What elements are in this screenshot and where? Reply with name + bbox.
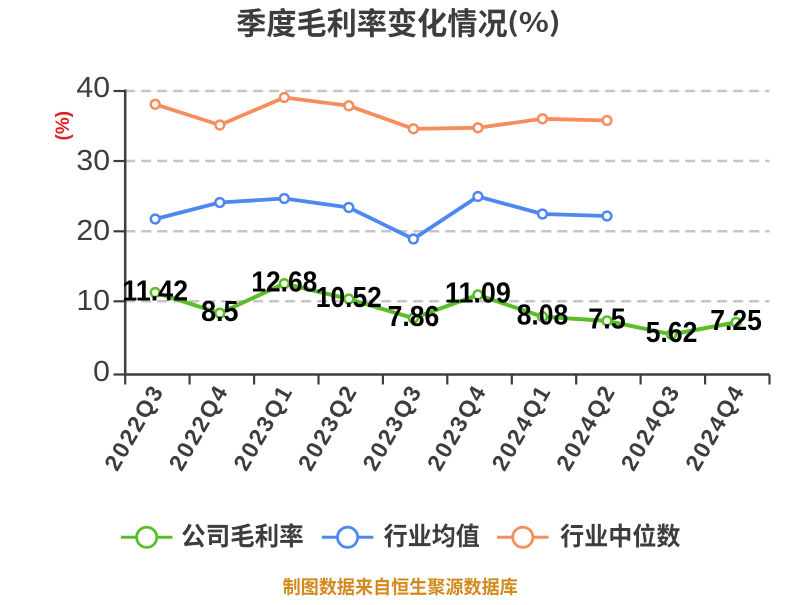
- svg-text:11.42: 11.42: [122, 275, 188, 307]
- svg-text:7.86: 7.86: [388, 301, 440, 333]
- svg-text:8.08: 8.08: [517, 300, 569, 332]
- svg-text:10.52: 10.52: [316, 282, 382, 314]
- svg-text:(%): (%): [53, 111, 74, 141]
- svg-text:30: 30: [76, 145, 110, 177]
- svg-text:40: 40: [76, 72, 110, 104]
- svg-text:0: 0: [93, 356, 110, 388]
- svg-text:11.09: 11.09: [445, 278, 511, 310]
- svg-text:12.68: 12.68: [251, 266, 317, 298]
- svg-text:5.62: 5.62: [646, 317, 698, 349]
- svg-text:10: 10: [76, 285, 110, 317]
- svg-text:7.5: 7.5: [588, 304, 625, 336]
- svg-text:8.5: 8.5: [201, 296, 238, 328]
- svg-text:20: 20: [76, 215, 110, 247]
- svg-text:7.25: 7.25: [710, 305, 762, 337]
